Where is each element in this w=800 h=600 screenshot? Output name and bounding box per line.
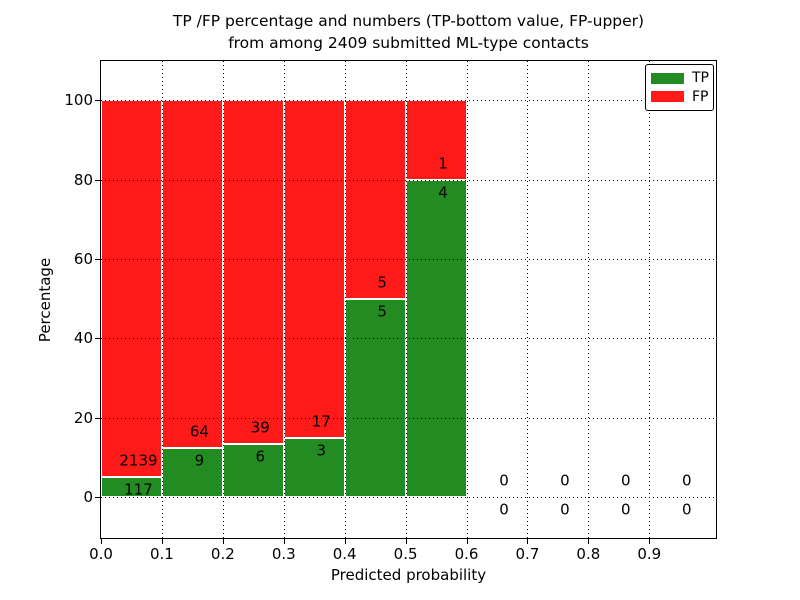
v-gridline: [588, 61, 590, 538]
gridlines-layer: [101, 61, 716, 538]
bars-layer: [101, 61, 716, 538]
fp-count-label: 64: [189, 422, 209, 441]
v-gridline: [527, 61, 529, 538]
v-gridline: [161, 61, 163, 538]
x-tick-label: 0.2: [210, 545, 235, 563]
fp-count-label: 0: [681, 471, 692, 490]
legend-item: FP: [651, 88, 709, 106]
x-tick: [161, 539, 163, 544]
x-tick: [283, 539, 285, 544]
x-tick-label: 0.9: [637, 545, 662, 563]
tp-count-label: 0: [681, 500, 692, 519]
x-tick-label: 0.5: [393, 545, 418, 563]
h-gridline: [101, 497, 716, 499]
y-tick-label: 40: [73, 329, 93, 348]
x-tick: [344, 539, 346, 544]
tp-count-label: 3: [316, 441, 326, 460]
fp-count-label: 0: [621, 471, 631, 490]
v-gridline: [405, 61, 407, 538]
tp-count-label: 6: [255, 447, 266, 466]
bar-labels-layer: 2139 117 64 9 39 6 17 3 5 5 1 4 0 0 0 0 0 0 0 0: [101, 61, 716, 538]
tp-count-label: 0: [499, 500, 509, 519]
fp-count-label: 17: [311, 412, 331, 431]
y-tick-label: 60: [73, 250, 93, 269]
fp-count-label: 39: [250, 418, 270, 437]
fp-count-label: 0: [499, 471, 509, 490]
tp-count-label: 117: [124, 480, 153, 499]
legend-swatch-tp: [651, 72, 684, 84]
bar-segment-fp: [283, 100, 345, 438]
x-tick-label: 0.8: [576, 545, 601, 563]
y-tick-label: 100: [64, 91, 93, 110]
x-tick: [101, 539, 102, 544]
bar-segment-tp: [101, 476, 162, 498]
bar-segment-fp: [161, 100, 223, 449]
fp-count-label: 5: [377, 273, 387, 292]
y-tick: [95, 179, 100, 181]
y-tick: [95, 417, 100, 419]
y-tick: [95, 497, 100, 499]
x-tick-label: 0.7: [515, 545, 540, 563]
chart-title: TP /FP percentage and numbers (TP-bottom…: [100, 10, 717, 54]
x-tick: [588, 539, 590, 544]
chart-title-line2: from among 2409 submitted ML-type contac…: [228, 34, 589, 52]
v-gridline: [344, 61, 346, 538]
x-tick-label: 0.4: [332, 545, 357, 563]
h-gridline: [101, 179, 716, 181]
h-gridline: [101, 338, 716, 340]
y-tick: [95, 100, 100, 102]
fp-count-label: 0: [560, 471, 570, 490]
y-tick: [95, 259, 100, 261]
v-gridline: [466, 61, 468, 538]
chart-title-line1: TP /FP percentage and numbers (TP-bottom…: [172, 12, 645, 30]
h-gridline: [101, 100, 716, 102]
x-tick: [222, 539, 224, 544]
bar-segment-fp: [344, 100, 406, 299]
plot-area: 2139 117 64 9 39 6 17 3 5 5 1 4 0 0 0 0 0 0 0 0: [100, 60, 717, 539]
x-tick: [649, 539, 651, 544]
legend-label-tp: TP: [692, 70, 709, 87]
y-tick: [95, 338, 100, 340]
x-tick-label: 0.0: [89, 545, 113, 563]
legend-item: TP: [651, 69, 709, 87]
x-tick: [405, 539, 407, 544]
tp-count-label: 4: [438, 183, 448, 202]
y-tick-label: 20: [73, 408, 93, 427]
v-gridline: [649, 61, 651, 538]
h-gridline: [101, 259, 716, 261]
bar-segment-tp: [161, 448, 223, 498]
x-tick: [527, 539, 529, 544]
h-gridline: [101, 417, 716, 419]
tp-count-label: 9: [194, 451, 205, 470]
x-tick-label: 0.1: [149, 545, 174, 563]
v-gridline: [222, 61, 224, 538]
x-tick-label: 0.3: [271, 545, 296, 563]
x-tick: [466, 539, 468, 544]
y-tick-label: 0: [83, 488, 93, 507]
x-tick-label: 0.6: [454, 545, 479, 563]
bar-segment-fp: [101, 100, 162, 477]
tp-count-label: 0: [621, 500, 631, 519]
legend: TP FP: [645, 64, 714, 111]
fp-count-label: 1: [438, 154, 448, 173]
v-gridline: [283, 61, 285, 538]
legend-label-fp: FP: [692, 88, 709, 105]
fp-count-label: 2139: [119, 451, 158, 470]
tp-count-label: 0: [560, 500, 570, 519]
tp-count-label: 5: [377, 302, 387, 321]
legend-swatch-fp: [651, 91, 684, 103]
x-axis-title: Predicted probability: [330, 566, 487, 584]
y-tick-label: 80: [73, 170, 93, 189]
